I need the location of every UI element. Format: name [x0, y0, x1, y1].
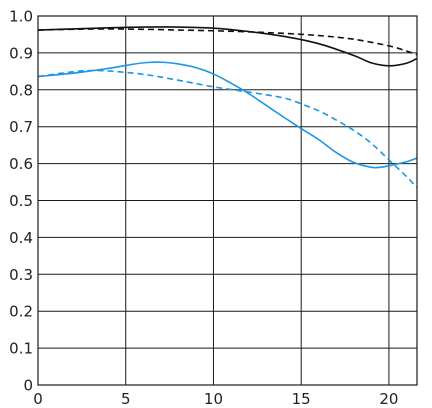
y-tick-label: 0.4 — [9, 229, 33, 247]
series-group — [37, 26, 418, 189]
y-tick-label: 0.7 — [9, 118, 33, 136]
series-line-blue-dashed — [37, 69, 418, 189]
y-tick-label: 0.6 — [9, 155, 33, 173]
y-axis-ticks: 0 0.1 0.2 0.3 0.4 0.5 0.6 0.7 0.8 0.9 1.0 — [9, 8, 33, 395]
series-line-black-solid — [37, 26, 418, 67]
series-line-black-dashed — [37, 28, 418, 56]
x-tick-label: 20 — [379, 390, 398, 408]
x-tick-label: 15 — [292, 390, 311, 408]
series-line-blue-solid — [37, 61, 418, 169]
plot-frame — [37, 15, 418, 386]
x-tick-label: 10 — [204, 390, 223, 408]
x-axis-ticks: 0 5 10 15 20 — [33, 390, 398, 408]
y-tick-label: 0.3 — [9, 266, 33, 284]
x-tick-label: 0 — [33, 390, 43, 408]
y-tick-label: 0.5 — [9, 192, 33, 210]
y-tick-label: 0.1 — [9, 340, 33, 358]
grid — [38, 16, 417, 385]
y-tick-label: 1.0 — [9, 8, 33, 26]
y-tick-label: 0.9 — [9, 44, 33, 62]
y-tick-label: 0.8 — [9, 81, 33, 99]
x-tick-label: 5 — [121, 390, 131, 408]
y-tick-label: 0.2 — [9, 303, 33, 321]
y-tick-label: 0 — [23, 377, 33, 395]
